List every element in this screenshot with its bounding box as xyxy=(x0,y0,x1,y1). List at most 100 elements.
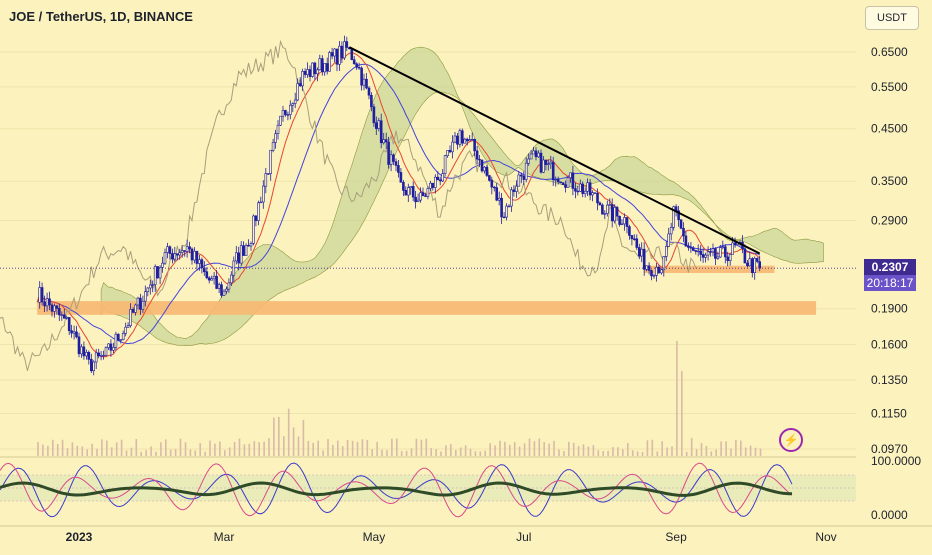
volume-bar xyxy=(715,449,717,456)
candle xyxy=(650,269,653,281)
candle-body xyxy=(448,150,452,153)
candle-body xyxy=(537,152,540,158)
candle xyxy=(392,153,395,166)
candle-body xyxy=(303,71,307,75)
candle-body xyxy=(598,202,602,206)
volume-bar xyxy=(52,439,54,456)
candle-body xyxy=(578,183,582,192)
candle-body xyxy=(608,204,612,206)
candle xyxy=(247,239,250,247)
candle xyxy=(485,164,489,177)
candle-body xyxy=(613,207,617,222)
candle xyxy=(507,204,511,208)
candle xyxy=(571,165,575,196)
currency-button[interactable]: USDT xyxy=(865,6,919,30)
candle-body xyxy=(574,188,577,192)
candle-body xyxy=(355,63,359,68)
candle xyxy=(564,180,567,193)
volume-bar xyxy=(224,450,226,456)
volume-bar xyxy=(238,438,241,456)
candle xyxy=(377,117,381,132)
volume-bar xyxy=(37,442,39,456)
candle xyxy=(185,239,189,258)
candle xyxy=(254,215,258,227)
candle-body xyxy=(465,138,469,142)
candle-body xyxy=(350,48,354,61)
volume-bar xyxy=(120,439,123,456)
volume-bar xyxy=(199,443,201,456)
price-tick-label: 0.1900 xyxy=(871,302,908,316)
volume-bar xyxy=(174,449,177,456)
candle xyxy=(70,324,73,338)
candle xyxy=(190,247,194,265)
candle xyxy=(55,304,59,315)
candle xyxy=(574,182,577,199)
candle-body xyxy=(645,265,648,270)
volume-bar xyxy=(258,442,260,456)
candle-body xyxy=(519,174,523,177)
candle-body xyxy=(750,258,754,274)
candle xyxy=(534,147,538,161)
candle-body xyxy=(733,242,737,246)
candle xyxy=(296,78,300,102)
lightning-icon[interactable]: ⚡ xyxy=(779,428,803,452)
candle xyxy=(50,302,54,317)
candle-body xyxy=(490,180,494,188)
candle xyxy=(394,158,398,172)
candle-body xyxy=(453,135,457,143)
volume-bar xyxy=(169,449,172,456)
time-axis[interactable]: 2023 Mar May Jul Sep Nov xyxy=(0,525,932,544)
candle-body xyxy=(40,287,44,303)
volume-bar xyxy=(631,450,634,456)
volume-bar xyxy=(76,445,79,456)
candle-body xyxy=(652,275,656,277)
candle xyxy=(316,67,319,82)
candle xyxy=(340,41,344,63)
candle xyxy=(492,186,496,192)
candle-body xyxy=(610,204,614,222)
candle xyxy=(691,246,695,252)
candle-body xyxy=(500,197,503,218)
candle-body xyxy=(377,120,381,129)
candle xyxy=(640,242,644,263)
candle xyxy=(45,292,49,312)
volume-bar xyxy=(376,441,378,456)
price-axis[interactable]: 0.6500 0.5500 0.4500 0.3500 0.2900 0.1900 0.16… xyxy=(871,45,908,456)
candle-body xyxy=(433,176,437,188)
volume-bar xyxy=(543,442,545,456)
candle xyxy=(311,62,314,78)
candle-body xyxy=(721,246,725,248)
candle xyxy=(249,241,253,251)
candle xyxy=(748,251,752,267)
candle-body xyxy=(554,179,558,181)
candle-body xyxy=(726,256,730,261)
candle xyxy=(183,250,186,257)
candle xyxy=(379,113,383,149)
candle xyxy=(365,73,368,90)
candle xyxy=(230,271,233,286)
volume-bar xyxy=(690,438,693,456)
trendline-layer[interactable] xyxy=(348,46,761,255)
candle-body xyxy=(328,52,331,72)
candle xyxy=(257,200,260,226)
candle xyxy=(40,282,44,306)
candle xyxy=(714,247,717,265)
volume-bar xyxy=(617,447,619,456)
candle-body xyxy=(655,266,658,276)
candle xyxy=(404,186,408,196)
price-tick-label: 0.1150 xyxy=(871,407,907,421)
volume-bar xyxy=(661,441,663,456)
candle-body xyxy=(112,346,115,351)
candle xyxy=(372,103,376,127)
candle xyxy=(429,180,432,192)
candle xyxy=(57,303,61,321)
symbol-title: JOE / TetherUS, 1D, BINANCE xyxy=(9,9,193,24)
volume-bar xyxy=(130,447,133,456)
candle-body xyxy=(254,215,258,221)
candle xyxy=(645,265,648,272)
candle xyxy=(581,181,585,198)
candle-body xyxy=(416,199,420,203)
candle xyxy=(696,244,700,257)
